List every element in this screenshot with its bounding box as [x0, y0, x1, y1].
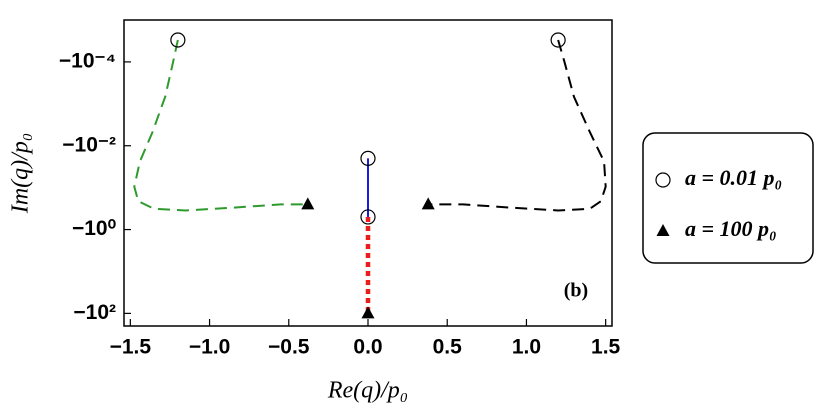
legend-marker [655, 172, 671, 188]
legend-marker [656, 224, 670, 236]
x-tick-label: −1.5 [110, 336, 152, 359]
annotation: (b) [564, 280, 588, 302]
x-tick-label: 1.5 [591, 336, 621, 359]
x-axis-label: Re(q)/p₀ [327, 378, 408, 404]
x-tick-label: 1.0 [512, 336, 541, 359]
triangle-marker [361, 306, 375, 319]
y-tick-label: −10⁻² [62, 133, 116, 156]
triangle-marker [301, 197, 315, 210]
circle-marker [360, 150, 376, 166]
curve [133, 39, 308, 212]
y-axis-label: Im(q)/p₀ [8, 133, 34, 214]
x-tick-label: 0.0 [353, 336, 382, 359]
curve [428, 39, 607, 212]
x-tick-label: 0.5 [433, 336, 463, 359]
triangle-marker [421, 197, 435, 210]
x-tick-label: −1.0 [189, 336, 230, 359]
legend-label: a = 0.01 p₀ [685, 165, 782, 190]
circle-marker [550, 32, 566, 48]
y-tick-label: −10⁰ [72, 217, 117, 240]
legend-box [642, 132, 814, 264]
x-tick-label: −0.5 [268, 336, 310, 359]
y-tick-label: −10⁻⁴ [59, 49, 116, 72]
legend-label: a = 100 p₀ [685, 216, 777, 241]
circle-marker [360, 209, 376, 225]
y-tick-label: −10² [73, 301, 116, 324]
circle-marker [170, 32, 186, 48]
